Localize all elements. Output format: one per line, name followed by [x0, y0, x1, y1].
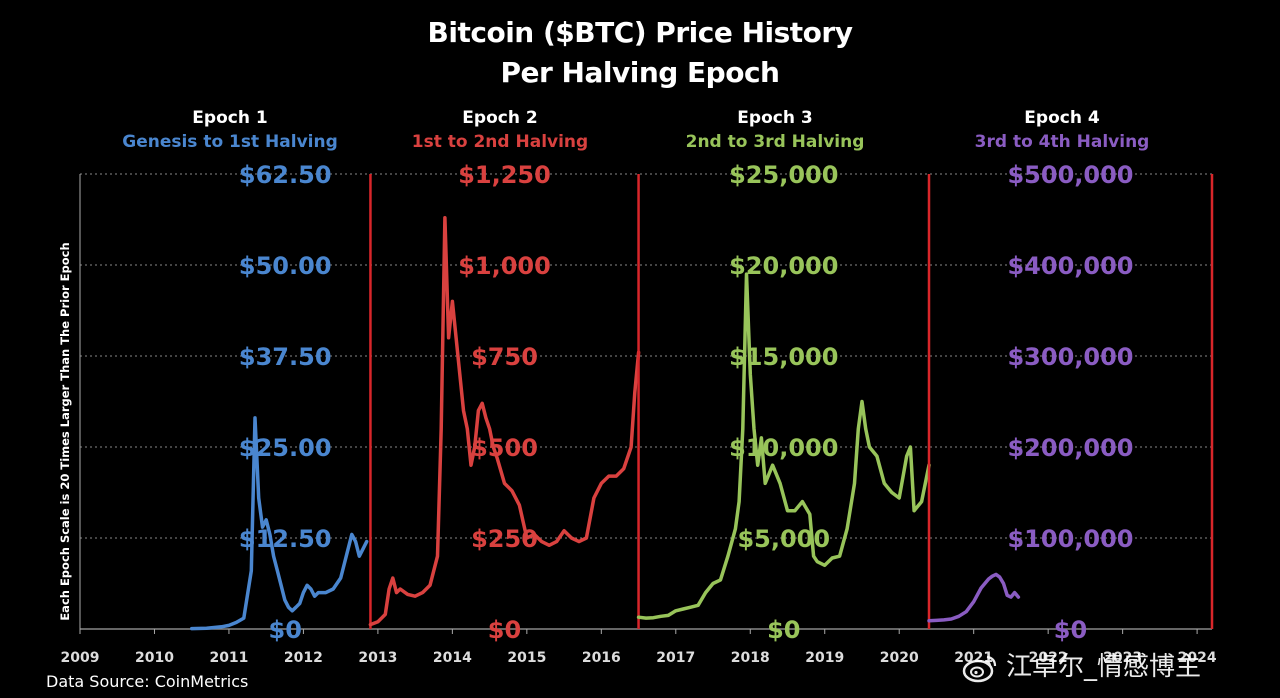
epoch4-series-line: [927, 572, 1021, 623]
epoch4-y-tick-label: $500,000: [1007, 161, 1133, 189]
epoch3-y-tick-label: $15,000: [729, 343, 838, 371]
x-tick-label: 2011: [209, 650, 248, 666]
epoch1-series-line: [189, 416, 369, 631]
weibo-icon: [962, 655, 997, 682]
watermark: 江卓尔_情感博主: [962, 646, 1201, 683]
epoch1-y-tick-label: $0: [269, 616, 302, 644]
x-tick-label: 2016: [582, 650, 621, 666]
epoch3-subtitle: 2nd to 3rd Halving: [685, 132, 865, 152]
epoch3-series-line: [636, 272, 931, 620]
x-tick-label: 2010: [135, 650, 174, 666]
epoch1-y-tick-label: $62.50: [239, 161, 332, 189]
x-tick-label: 2018: [731, 650, 770, 666]
epoch2-header: Epoch 2 1st to 2nd Halving: [340, 108, 660, 152]
epoch1-header: Epoch 1 Genesis to 1st Halving: [70, 108, 390, 152]
epoch4-y-tick-label: $0: [1054, 616, 1087, 644]
epoch3-header: Epoch 3 2nd to 3rd Halving: [615, 108, 935, 152]
epoch2-y-tick-label: $500: [471, 434, 538, 462]
epoch2-y-tick-label: $1,000: [458, 252, 551, 280]
x-tick-label: 2022: [1029, 650, 1068, 666]
x-tick-label: 2015: [507, 650, 546, 666]
chart-title-line2: Per Halving Epoch: [500, 56, 780, 89]
x-tick-label: 2014: [433, 650, 472, 666]
epoch2-series-line: [368, 215, 641, 627]
epoch2-y-tick-label: $0: [488, 616, 521, 644]
x-tick-label: 2023: [1103, 650, 1142, 666]
epoch1-y-tick-label: $37.50: [239, 343, 332, 371]
epoch4-subtitle: 3rd to 4th Halving: [974, 132, 1150, 152]
epoch4-y-tick-label: $200,000: [1007, 434, 1133, 462]
x-tick-label: 2012: [284, 650, 323, 666]
epoch2-name: Epoch 2: [462, 108, 538, 128]
epoch4-y-tick-label: $100,000: [1007, 525, 1133, 553]
epoch3-y-tick-label: $20,000: [729, 252, 838, 280]
epoch2-subtitle: 1st to 2nd Halving: [411, 132, 589, 152]
epoch2-y-tick-label: $1,250: [458, 161, 551, 189]
data-source: Data Source: CoinMetrics: [46, 672, 249, 691]
epoch1-y-tick-label: $25.00: [239, 434, 332, 462]
epoch3-y-tick-label: $25,000: [729, 161, 838, 189]
watermark-text: 江卓尔_情感博主: [1006, 652, 1202, 682]
epoch3-y-tick-label: $10,000: [729, 434, 838, 462]
epoch3-y-tick-label: $0: [767, 616, 800, 644]
x-tick-label: 2020: [880, 650, 919, 666]
epoch4-header: Epoch 4 3rd to 4th Halving: [902, 108, 1222, 152]
x-tick-label: 2019: [805, 650, 844, 666]
epoch1-y-tick-label: $50.00: [239, 252, 332, 280]
epoch4-name: Epoch 4: [1024, 108, 1100, 128]
epoch2-y-tick-label: $250: [471, 525, 538, 553]
epoch4-y-tick-label: $300,000: [1007, 343, 1133, 371]
x-tick-label: 2009: [61, 650, 100, 666]
epoch4-y-tick-label: $400,000: [1007, 252, 1133, 280]
epoch3-name: Epoch 3: [737, 108, 813, 128]
epoch1-subtitle: Genesis to 1st Halving: [122, 132, 338, 152]
y-axis-label: Each Epoch Scale is 20 Times Larger Than…: [58, 242, 72, 620]
epoch2-y-tick-label: $750: [471, 343, 538, 371]
x-tick-label: 2013: [358, 650, 397, 666]
x-tick-label: 2024: [1178, 650, 1217, 666]
x-tick-label: 2017: [656, 650, 695, 666]
epoch3-y-tick-label: $5,000: [737, 525, 830, 553]
epoch1-y-tick-label: $12.50: [239, 525, 332, 553]
epoch1-name: Epoch 1: [192, 108, 268, 128]
chart-title-line1: Bitcoin ($BTC) Price History: [427, 16, 853, 49]
